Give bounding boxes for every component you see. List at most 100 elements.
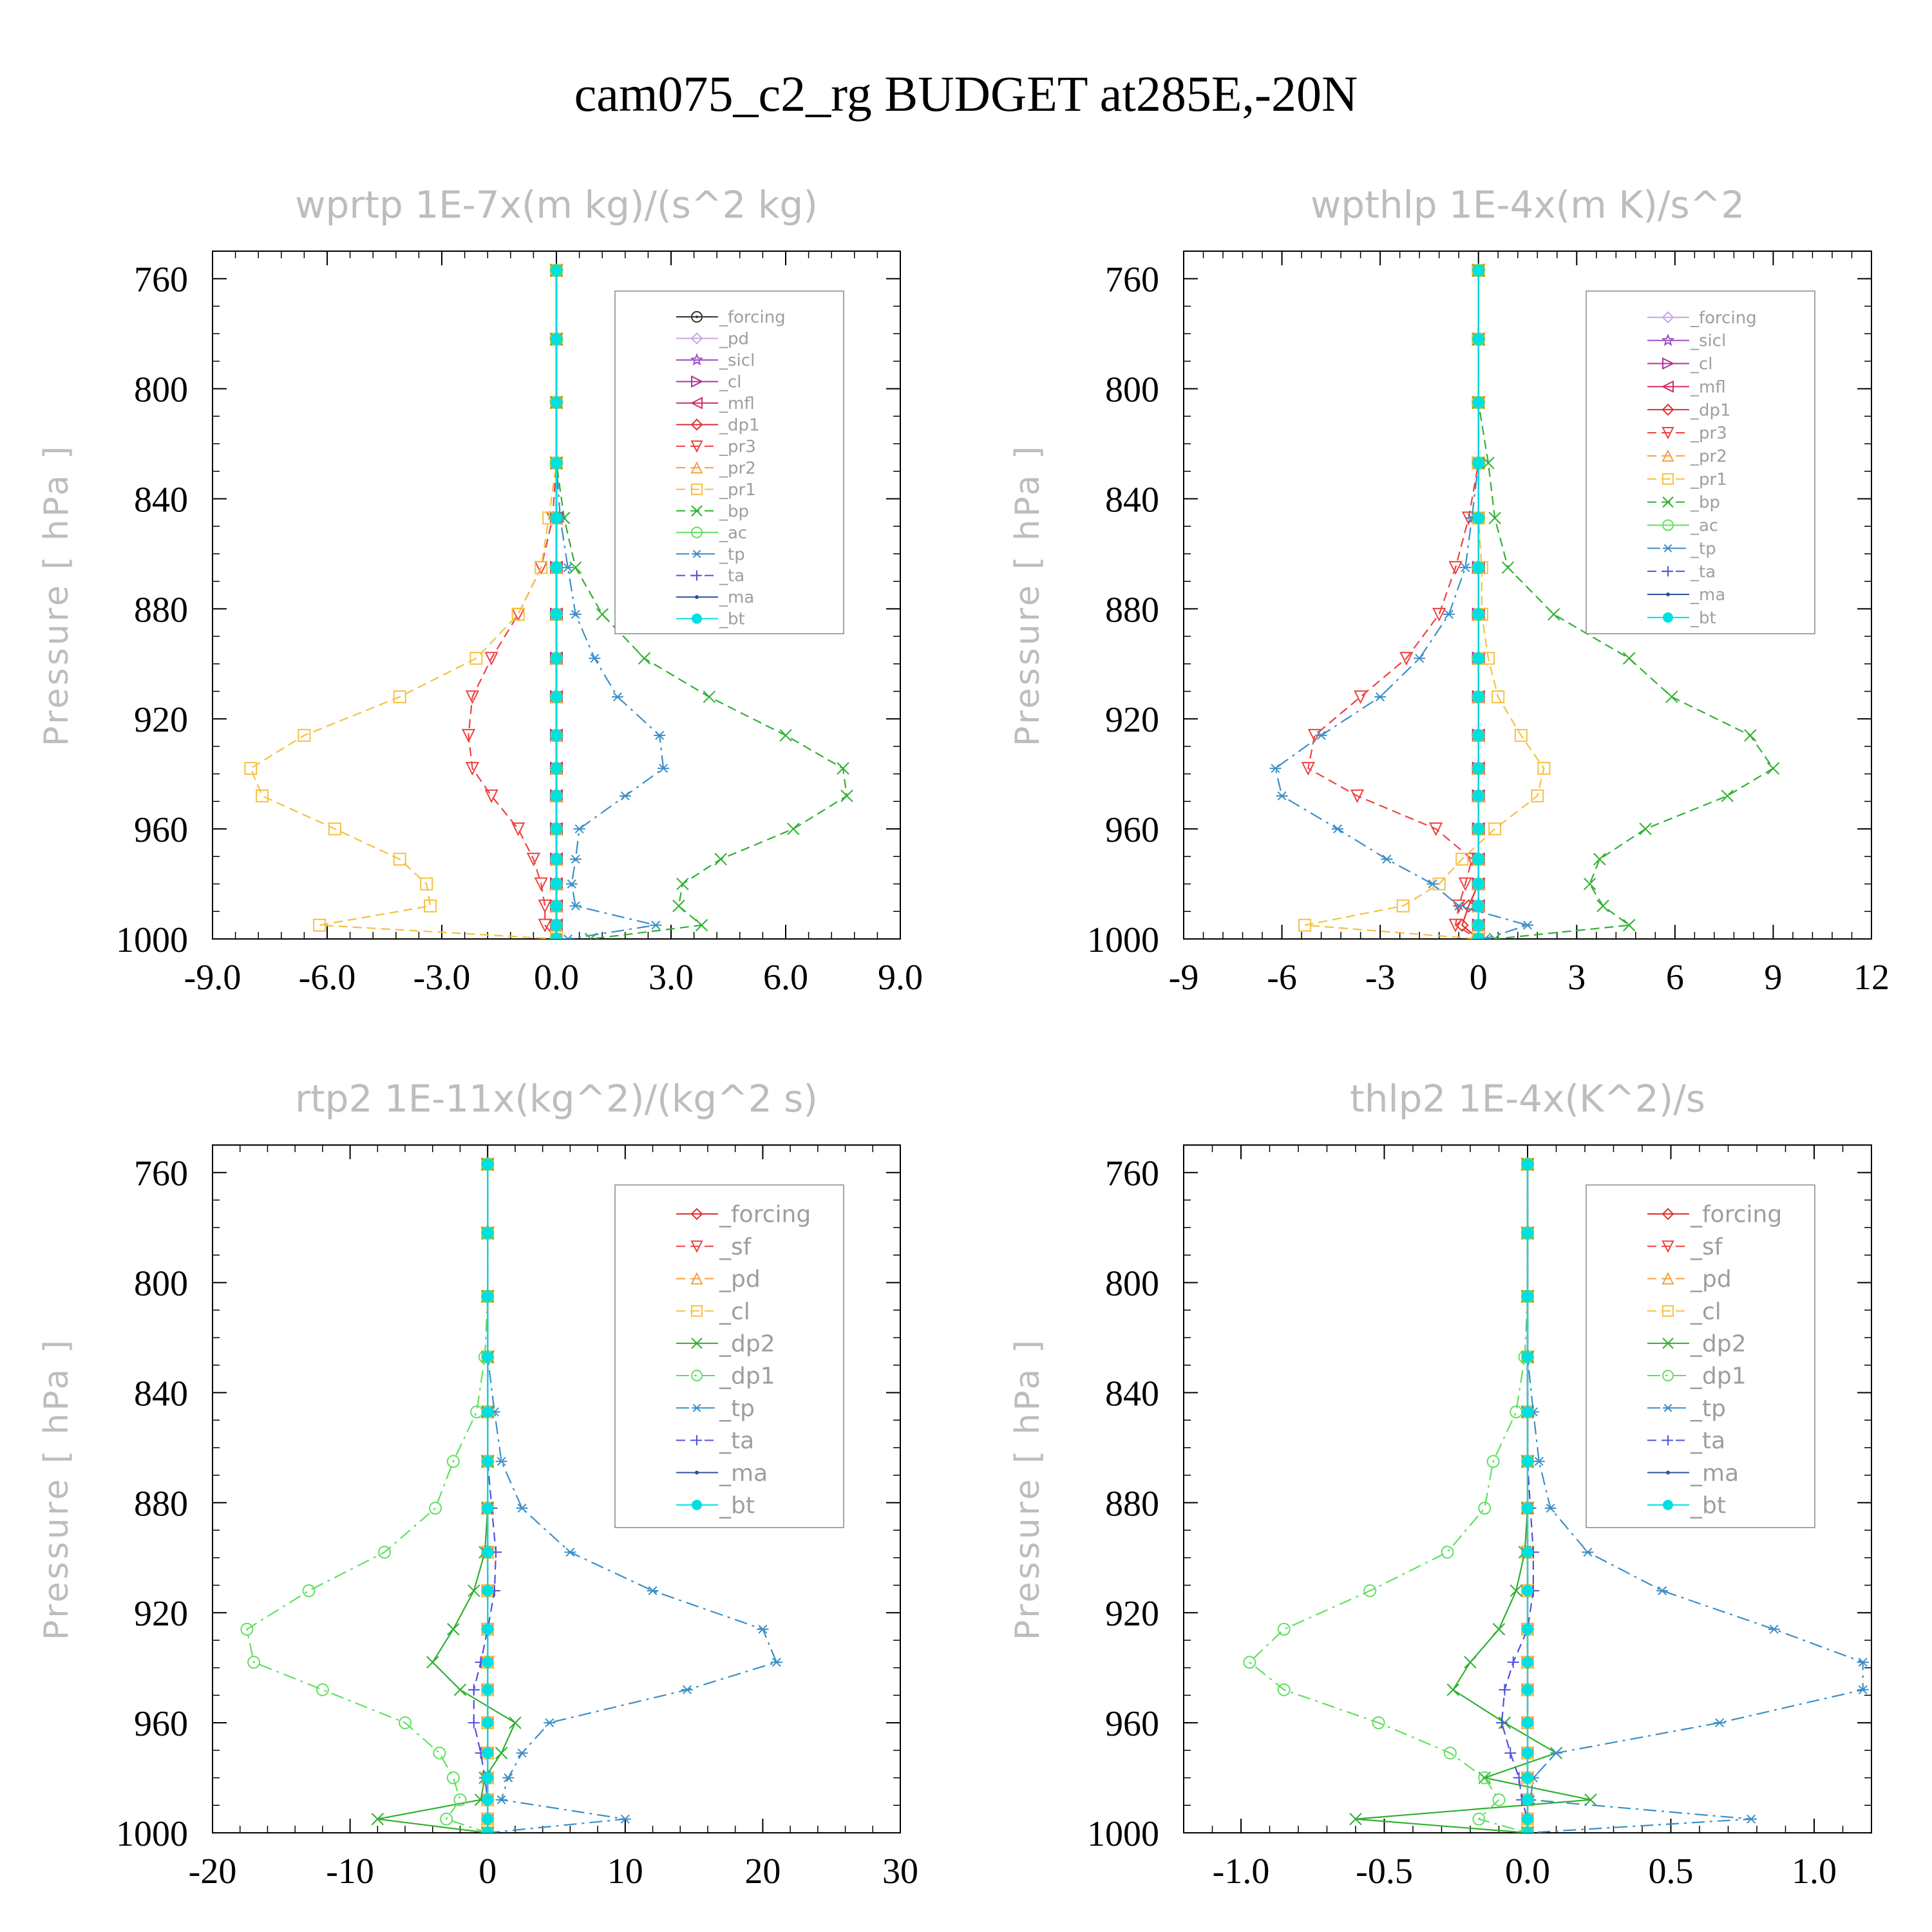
data-point (1499, 1683, 1511, 1696)
data-point (551, 512, 562, 524)
legend-item: _forcing (1647, 308, 1757, 328)
data-point (482, 1502, 494, 1514)
data-point (468, 1717, 480, 1729)
data-point (638, 652, 651, 665)
data-point (502, 1773, 515, 1783)
legend-label: _tp (1690, 539, 1716, 558)
data-point (1857, 1685, 1869, 1694)
legend-marker (1662, 1370, 1674, 1382)
legend-marker (692, 570, 702, 581)
legend-marker (691, 375, 704, 388)
data-point (1472, 1812, 1486, 1826)
data-point (516, 1748, 528, 1758)
y-tick-label: 880 (134, 590, 188, 630)
legend-marker (690, 1208, 703, 1220)
data-point (1472, 396, 1484, 408)
legend: _forcing _sf _pd _cl _dp2 _dp1 _tp _ta _ma _bt (614, 1184, 844, 1528)
legend-marker (691, 311, 703, 323)
legend-marker (695, 595, 699, 600)
legend-marker (1662, 449, 1674, 462)
series-line (1248, 1164, 1529, 1833)
data-point (1458, 877, 1472, 891)
legend-marker (695, 1470, 699, 1475)
data-point (647, 1586, 659, 1596)
x-tick-label: 9.0 (878, 958, 923, 998)
legend-item: _pr3 (1647, 424, 1727, 443)
data-point (1857, 1658, 1869, 1667)
data-point (1472, 691, 1484, 703)
legend-item: _dp1 (676, 415, 760, 435)
legend-item: _dp1 (1647, 401, 1731, 420)
data-point (1396, 899, 1410, 913)
legend-item: _ta (676, 1428, 754, 1454)
data-point (244, 762, 258, 775)
legend-label: _sf (719, 1234, 752, 1260)
data-point (1522, 1502, 1533, 1514)
legend-item: _bt (676, 1492, 755, 1519)
data-point (468, 1584, 480, 1597)
data-point (482, 1158, 494, 1170)
data-point (535, 561, 548, 574)
legend-marker (690, 332, 703, 345)
y-tick-label: 840 (134, 1374, 188, 1414)
y-ticks: 760 800 840 880 920 960 1000 (1087, 251, 1871, 960)
data-point (1522, 920, 1533, 930)
legend-marker (1661, 333, 1675, 346)
legend-marker (1661, 380, 1674, 393)
panels: wprtp 1E-7x(m kg)/(s^2 kg) Pressure [ hPa… (37, 183, 1889, 1891)
legend-label: _pr3 (1690, 424, 1727, 443)
y-tick-label: 800 (134, 1264, 188, 1304)
plot-area (1243, 1157, 1869, 1833)
x-tick-label: 12 (1853, 958, 1889, 998)
x-tick-label: 3.0 (649, 958, 694, 998)
legend-label: _pd (1690, 1266, 1732, 1293)
panel-1: wprtp 1E-7x(m kg)/(s^2 kg) Pressure [ hPa… (37, 183, 923, 998)
data-point (482, 1623, 494, 1635)
legend-marker (1663, 566, 1673, 577)
data-point (495, 1457, 507, 1466)
data-point (482, 1827, 494, 1833)
figure-title: cam075_c2_rg BUDGET at285E,-20N (574, 66, 1358, 122)
data-point (779, 729, 792, 742)
data-point (565, 879, 578, 889)
data-point (1332, 824, 1344, 834)
legend-item: _bt (1647, 609, 1716, 628)
data-point (1298, 918, 1312, 932)
data-point (1488, 822, 1502, 836)
data-point (538, 899, 552, 913)
data-point (429, 1501, 442, 1515)
legend-item: _pr1 (1647, 470, 1727, 489)
data-point (482, 1455, 494, 1468)
data-point (1482, 457, 1495, 469)
legend-item: _ma (1647, 585, 1725, 605)
data-point (526, 853, 541, 867)
data-point (1432, 607, 1446, 622)
data-point (562, 934, 574, 939)
data-point (551, 729, 562, 741)
legend-marker (1662, 1272, 1674, 1285)
x-tick-label: 20 (744, 1852, 781, 1891)
legend-label: _sicl (1690, 332, 1726, 351)
legend-marker (1666, 592, 1670, 597)
legend-marker (692, 1403, 702, 1412)
data-point (1472, 900, 1484, 912)
data-point (569, 901, 582, 911)
legend-marker (690, 1240, 703, 1253)
data-point (482, 1350, 494, 1363)
data-point (482, 1546, 494, 1558)
data-point (469, 652, 483, 665)
data-point (1522, 1350, 1533, 1363)
panel-4: thlp2 1E-4x(K^2)/s Pressure [ hPa ] -1.0 -0… (1009, 1077, 1872, 1891)
legend-item: _forcing (1647, 1202, 1782, 1228)
data-point (482, 1747, 494, 1759)
data-point (1478, 1771, 1492, 1785)
data-point (551, 853, 562, 866)
legend-box (614, 290, 844, 634)
data-point (1507, 1656, 1519, 1669)
data-point (787, 822, 800, 835)
legend-item: _dp1 (676, 1363, 775, 1390)
legend-marker (691, 483, 703, 495)
data-point (1522, 1290, 1533, 1302)
data-point (1492, 690, 1505, 704)
data-point (1426, 879, 1439, 889)
